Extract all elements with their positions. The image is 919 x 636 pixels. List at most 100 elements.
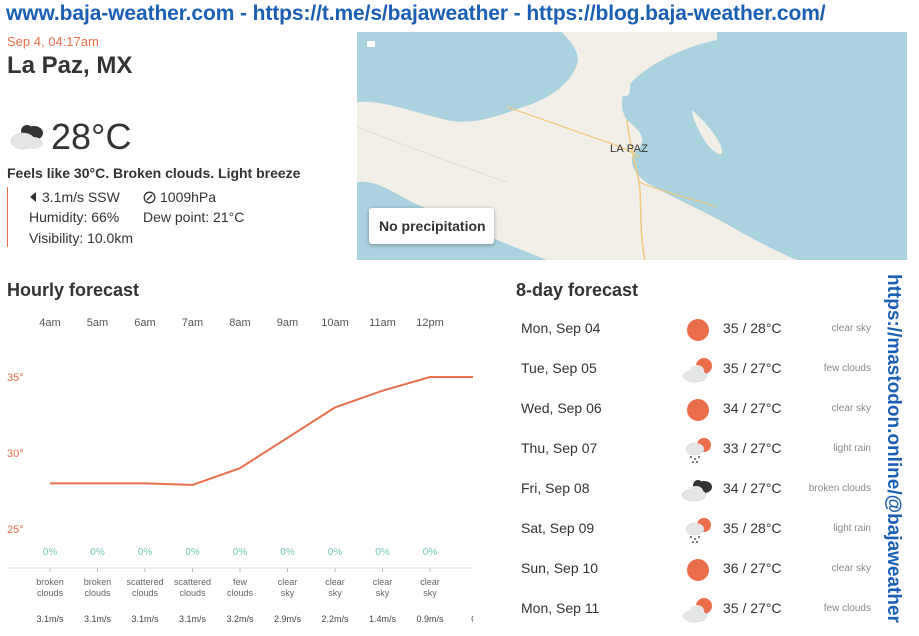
weather-map[interactable]: LA PAZ No precipitation [357,32,907,260]
day-date: Thu, Sep 07 [521,440,598,456]
sun-cloud-icon [682,598,712,623]
wind-info: 3.1m/s SSW [28,189,120,205]
hour-desc-line2: sky [281,588,295,598]
location-title: La Paz, MX [7,52,133,79]
hour-desc-line1: clear [373,577,393,587]
dew-point-value: Dew point: 21°C [143,209,245,225]
hour-desc-line1: clear [325,577,345,587]
hour-label: 7am [182,317,203,329]
day-description: light rain [833,523,871,534]
sun-cloud-icon [682,358,712,383]
day-description: clear sky [831,403,871,414]
mastodon-link-text[interactable]: https://mastodon.online/@bajaweather [883,274,904,623]
hourly-forecast-title: Hourly forecast [7,280,140,300]
precip-label: 0% [423,547,438,558]
hour-wind-label: 3.1m/s [179,614,207,624]
sun-icon [687,559,709,581]
daily-row[interactable]: Fri, Sep 08 34 / 27°C broken clouds [516,470,876,510]
visibility-value: Visibility: 10.0km [29,230,134,246]
hour-wind-label: 3.1m/s [36,614,64,624]
daily-forecast-title: 8-day forecast [516,280,639,300]
hour-desc-line2: sky [376,588,390,598]
hour-label: 8am [229,317,250,329]
hour-label: 12pm [416,317,444,329]
hour-desc-line2: sky [328,588,342,598]
sun-icon [687,319,709,341]
mastodon-link-banner[interactable]: https://mastodon.online/@bajaweather [880,270,910,630]
hour-desc-line1: few [233,577,248,587]
wind-direction-icon [30,192,36,202]
day-description: few clouds [823,363,871,374]
wind-value: 3.1m/s SSW [42,189,120,205]
map-control-button[interactable] [367,41,375,47]
hour-desc-line1: scattered [126,577,163,587]
precip-label: 0% [375,547,390,558]
pressure-info: 1009hPa [143,189,216,205]
hourly-chart-svg: 35°30°25°4am0%brokenclouds3.1m/s5am0%bro… [7,317,473,624]
weather-summary: Feels like 30°C. Broken clouds. Light br… [7,165,301,181]
sun-icon [687,399,709,421]
day-temp-range: 35 / 27°C [723,600,782,616]
hour-label: 11am [369,317,396,329]
precip-label: 0% [90,547,105,558]
broken-clouds-icon [681,480,712,502]
precip-label: 0% [185,547,200,558]
daily-row[interactable]: Sun, Sep 10 36 / 27°C clear sky [516,550,876,590]
hour-label: 9am [277,317,298,329]
daily-row[interactable]: Thu, Sep 07 33 / 27°C light rain [516,430,876,470]
hour-label: 10am [321,317,349,329]
broken-clouds-icon [10,125,43,150]
day-temp-range: 35 / 28°C [723,520,782,536]
daily-row[interactable]: Mon, Sep 04 35 / 28°C clear sky [516,310,876,350]
pressure-gauge-icon [143,191,156,204]
rain-icon [685,518,711,543]
temperature-line [50,376,473,486]
daily-row[interactable]: Tue, Sep 05 35 / 27°C few clouds [516,350,876,390]
humidity-value: Humidity: 66% [29,209,120,225]
daily-row[interactable]: Mon, Sep 11 35 / 27°C few clouds [516,590,876,630]
precip-label: 0% [233,547,248,558]
hour-wind-label: 2.2m/s [321,614,349,624]
daily-row[interactable]: Wed, Sep 06 34 / 27°C clear sky [516,390,876,430]
daily-row[interactable]: Sat, Sep 09 35 / 28°C light rain [516,510,876,550]
hour-wind-label: 3.1m/s [84,614,112,624]
day-temp-range: 35 / 27°C [723,360,782,376]
day-description: few clouds [823,603,871,614]
hour-desc-line2: clouds [132,588,159,598]
current-temperature: 28°C [51,116,132,157]
hour-label: 5am [87,317,108,329]
map-place-label: LA PAZ [610,143,649,155]
y-tick-label: 30° [7,448,24,460]
day-date: Fri, Sep 08 [521,480,590,496]
current-datetime: Sep 4, 04:17am [7,34,99,49]
hour-wind-label: 2.9m/s [274,614,302,624]
hourly-forecast-chart[interactable]: 35° 30° 25° 4am 0% broken clouds 3.1m/s 5am 0% bro… [7,310,473,630]
day-description: light rain [833,443,871,454]
day-temp-range: 34 / 27°C [723,480,782,496]
day-description: clear sky [831,563,871,574]
precipitation-badge: No precipitation [369,208,494,244]
day-date: Wed, Sep 06 [521,400,602,416]
hour-desc-line2: clouds [179,588,206,598]
hour-desc-line1: clear [278,577,298,587]
precip-label: 0% [328,547,343,558]
hour-desc-line2: sky [423,588,437,598]
day-description: clear sky [831,323,871,334]
hour-desc-line1: broken [84,577,112,587]
hour-desc-line2: clouds [227,588,254,598]
hour-desc-line1: broken [36,577,64,587]
day-date: Tue, Sep 05 [521,360,597,376]
hour-label: 4am [39,317,60,329]
precip-label: 0% [280,547,295,558]
hour-wind-label: 0.8 [471,614,473,624]
day-date: Mon, Sep 04 [521,320,601,336]
hour-wind-label: 0.9m/s [416,614,444,624]
day-date: Sat, Sep 09 [521,520,595,536]
y-tick-label: 25° [7,524,24,536]
day-date: Sun, Sep 10 [521,560,599,576]
header-links-banner[interactable]: www.baja-weather.com - https://t.me/s/ba… [6,2,826,25]
hour-desc-line2: clouds [84,588,111,598]
precip-label: 0% [43,547,58,558]
pressure-value: 1009hPa [160,189,217,205]
weather-details: 3.1m/s SSW 1009hPa Humidity: 66% Dew poi… [7,187,297,247]
